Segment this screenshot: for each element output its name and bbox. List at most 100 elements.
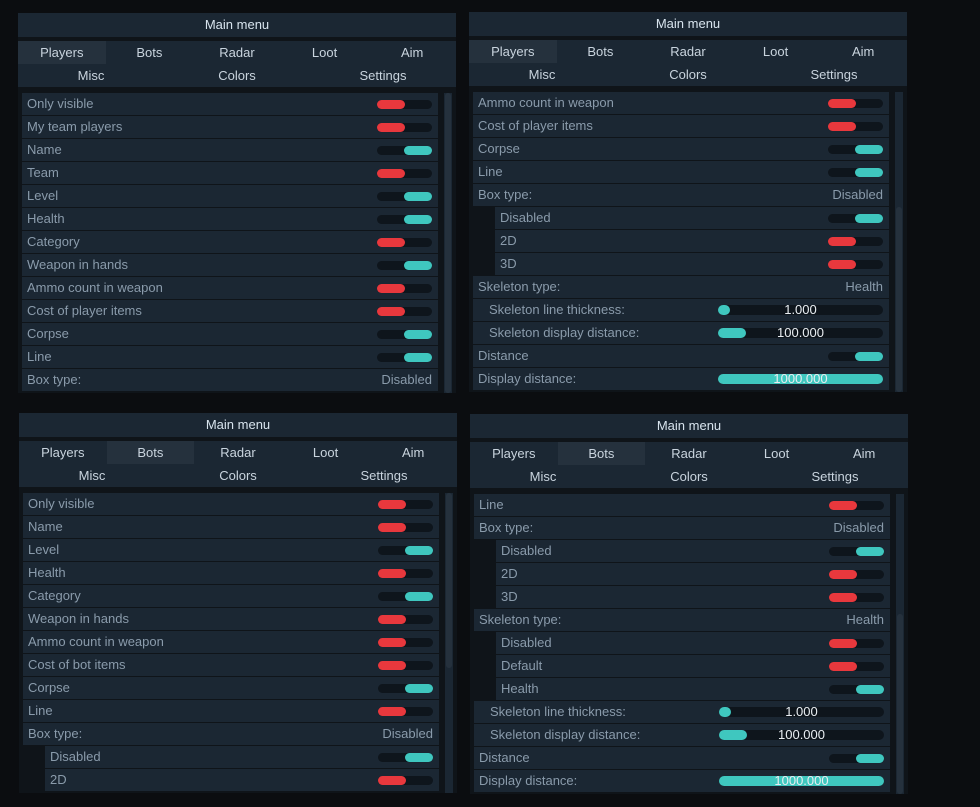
slider[interactable]: 100.000: [718, 325, 883, 340]
scrollbar-thumb[interactable]: [446, 493, 452, 668]
tab-radar[interactable]: Radar: [219, 45, 255, 60]
setting-row-box-type[interactable]: Box type: Disabled: [22, 369, 438, 391]
setting-row-skeleton-type[interactable]: Skeleton type: Health: [474, 609, 890, 631]
dropdown-value[interactable]: Health: [846, 612, 884, 627]
scrollbar-thumb[interactable]: [897, 614, 903, 794]
dropdown-value[interactable]: Health: [845, 279, 883, 294]
toggle-switch[interactable]: [377, 215, 432, 224]
toggle-switch[interactable]: [378, 569, 433, 578]
toggle-switch[interactable]: [378, 776, 433, 785]
tab-aim[interactable]: Aim: [401, 445, 425, 460]
toggle-switch[interactable]: [829, 662, 884, 671]
toggle-switch[interactable]: [378, 592, 433, 601]
toggle-switch[interactable]: [378, 684, 433, 693]
tab-colors[interactable]: Colors: [669, 67, 707, 82]
toggle-switch[interactable]: [828, 237, 883, 246]
tab-colors[interactable]: Colors: [218, 68, 256, 83]
tab-bots[interactable]: Bots: [136, 45, 163, 60]
toggle-switch[interactable]: [377, 307, 432, 316]
toggle-switch[interactable]: [378, 661, 433, 670]
slider[interactable]: 1000.000: [719, 773, 884, 788]
toggle-switch[interactable]: [828, 260, 883, 269]
toggle-switch[interactable]: [828, 214, 883, 223]
toggle-switch[interactable]: [377, 330, 432, 339]
setting-row-box-type[interactable]: Box type: Disabled: [23, 723, 439, 745]
toggle-switch[interactable]: [378, 707, 433, 716]
tab-misc[interactable]: Misc: [529, 469, 557, 484]
toggle-switch[interactable]: [378, 753, 433, 762]
tab-settings[interactable]: Settings: [360, 468, 408, 483]
toggle-switch[interactable]: [377, 146, 432, 155]
tab-radar[interactable]: Radar: [670, 44, 706, 59]
setting-row-box-type[interactable]: Box type: Disabled: [473, 184, 889, 206]
toggle-switch[interactable]: [377, 100, 432, 109]
tab-settings[interactable]: Settings: [811, 469, 859, 484]
scrollbar[interactable]: [896, 494, 904, 794]
toggle-switch[interactable]: [828, 352, 883, 361]
toggle-switch[interactable]: [828, 168, 883, 177]
setting-row-skeleton-type[interactable]: Skeleton type: Health: [473, 276, 889, 298]
toggle-switch[interactable]: [378, 546, 433, 555]
toggle-switch[interactable]: [378, 615, 433, 624]
tab-settings[interactable]: Settings: [359, 68, 407, 83]
tab-players[interactable]: Players: [469, 40, 557, 63]
scrollbar[interactable]: [444, 93, 452, 393]
toggle-switch[interactable]: [377, 169, 432, 178]
tab-misc[interactable]: Misc: [77, 68, 105, 83]
slider[interactable]: 1.000: [718, 302, 883, 317]
scrollbar[interactable]: [445, 493, 453, 793]
dropdown-value[interactable]: Disabled: [381, 372, 432, 387]
toggle-switch[interactable]: [378, 638, 433, 647]
toggle-switch[interactable]: [378, 500, 433, 509]
tab-players[interactable]: Players: [18, 41, 106, 64]
tab-bots[interactable]: Bots: [557, 442, 646, 465]
dropdown-value[interactable]: Disabled: [833, 520, 884, 535]
tab-loot[interactable]: Loot: [763, 446, 790, 461]
toggle-switch[interactable]: [377, 353, 432, 362]
toggle-switch[interactable]: [828, 145, 883, 154]
toggle-switch[interactable]: [828, 99, 883, 108]
toggle-switch[interactable]: [377, 261, 432, 270]
tab-aim[interactable]: Aim: [852, 446, 876, 461]
tab-aim[interactable]: Aim: [400, 45, 424, 60]
tab-colors[interactable]: Colors: [219, 468, 257, 483]
tab-settings[interactable]: Settings: [810, 67, 858, 82]
setting-row-box-type[interactable]: Box type: Disabled: [474, 517, 890, 539]
dropdown-value[interactable]: Disabled: [382, 726, 433, 741]
tab-misc[interactable]: Misc: [78, 468, 106, 483]
toggle-switch[interactable]: [829, 547, 884, 556]
tab-colors[interactable]: Colors: [670, 469, 708, 484]
toggle-switch[interactable]: [377, 284, 432, 293]
slider[interactable]: 1.000: [719, 704, 884, 719]
tab-bots[interactable]: Bots: [106, 441, 195, 464]
tab-aim[interactable]: Aim: [851, 44, 875, 59]
toggle-switch[interactable]: [829, 501, 884, 510]
toggle-switch[interactable]: [829, 639, 884, 648]
tab-players[interactable]: Players: [492, 446, 536, 461]
tab-radar[interactable]: Radar: [671, 446, 707, 461]
toggle-switch[interactable]: [377, 238, 432, 247]
tab-radar[interactable]: Radar: [220, 445, 256, 460]
slider[interactable]: 100.000: [719, 727, 884, 742]
slider[interactable]: 1000.000: [718, 371, 883, 386]
tab-misc[interactable]: Misc: [528, 67, 556, 82]
scrollbar-thumb[interactable]: [896, 207, 902, 392]
tab-loot[interactable]: Loot: [762, 44, 789, 59]
setting-label: Weapon in hands: [28, 611, 129, 626]
toggle-switch[interactable]: [829, 570, 884, 579]
toggle-switch[interactable]: [378, 523, 433, 532]
tab-players[interactable]: Players: [41, 445, 85, 460]
toggle-switch[interactable]: [829, 593, 884, 602]
toggle-switch[interactable]: [829, 685, 884, 694]
tab-loot[interactable]: Loot: [312, 445, 339, 460]
toggle-switch[interactable]: [828, 122, 883, 131]
scrollbar[interactable]: [895, 92, 903, 392]
tab-bots[interactable]: Bots: [587, 44, 614, 59]
tab-loot[interactable]: Loot: [311, 45, 338, 60]
toggle-switch[interactable]: [377, 192, 432, 201]
dropdown-value[interactable]: Disabled: [832, 187, 883, 202]
toggle-switch[interactable]: [829, 754, 884, 763]
scrollbar-thumb[interactable]: [445, 93, 451, 393]
toggle-switch[interactable]: [377, 123, 432, 132]
toggle-knob: [829, 501, 857, 510]
